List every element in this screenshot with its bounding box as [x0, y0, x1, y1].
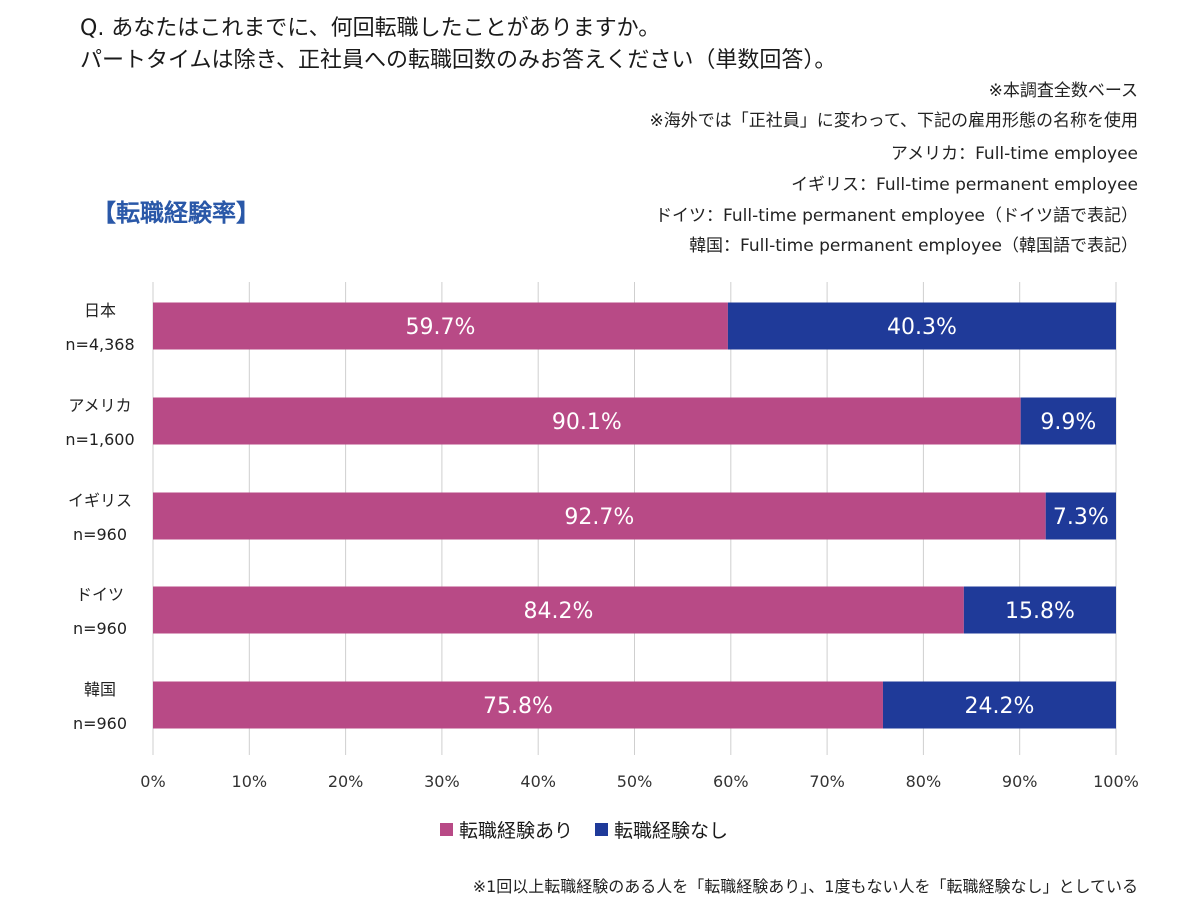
legend: 転職経験あり 転職経験なし — [440, 816, 728, 843]
x-tick-label: 10% — [232, 772, 268, 791]
category-n-label: n=960 — [73, 525, 127, 544]
x-tick-label: 90% — [1002, 772, 1038, 791]
category-n-label: n=960 — [73, 714, 127, 733]
question-line-1: Q. あなたはこれまでに、何回転職したことがありますか。 — [80, 16, 661, 41]
note-base: ※本調査全数ベース — [988, 81, 1138, 101]
note-korea: 韓国：Full-time permanent employee（韓国語で表記） — [689, 236, 1138, 256]
x-tick-label: 40% — [520, 772, 556, 791]
question-line-2: パートタイムは除き、正社員への転職回数のみお答えください（単数回答）。 — [80, 48, 837, 73]
legend-swatch-no — [595, 823, 609, 836]
note-uk: イギリス：Full-time permanent employee — [791, 175, 1138, 195]
category-label: 韓国 — [84, 680, 116, 699]
bar-data-label: 75.8% — [483, 694, 553, 719]
bar-data-label: 24.2% — [965, 694, 1035, 719]
bar-segment — [882, 681, 1116, 729]
x-tick-label: 0% — [140, 772, 165, 791]
category-label: イギリス — [68, 491, 132, 510]
bar-segment — [963, 586, 1116, 634]
bar-segment — [153, 492, 1046, 540]
bar-data-label: 84.2% — [523, 599, 593, 624]
bar-data-label: 90.1% — [552, 410, 622, 435]
x-tick-label: 20% — [328, 772, 364, 791]
label-layer: 0% 10% 20% 30% 40% 50% 60% 70% 80% 90% 100% 59.7% 40… — [65, 301, 1139, 791]
bar-segment — [1020, 397, 1116, 445]
category-label: アメリカ — [68, 396, 131, 415]
bar-segment — [153, 681, 883, 729]
note-germany: ドイツ：Full-time permanent employee（ドイツ語で表記… — [655, 206, 1138, 226]
bar-data-label: 7.3% — [1053, 505, 1109, 530]
bar-segment — [1045, 492, 1116, 540]
category-n-label: n=960 — [73, 619, 127, 638]
x-tick-label: 50% — [617, 772, 653, 791]
x-tick-label: 60% — [713, 772, 749, 791]
x-tick-label: 80% — [906, 772, 942, 791]
section-title: 【転職経験率】 — [92, 199, 260, 227]
category-n-label: n=1,600 — [65, 430, 134, 449]
x-tick-label: 100% — [1093, 772, 1139, 791]
bar-segment — [153, 397, 1021, 445]
x-tick-label: 30% — [424, 772, 460, 791]
bar-data-label: 92.7% — [564, 505, 634, 530]
footnote: ※1回以上転職経験のある人を「転職経験あり」、1度もない人を「転職経験なし」とし… — [472, 877, 1138, 896]
bar-segment — [727, 302, 1116, 350]
legend-label-yes: 転職経験あり — [459, 820, 574, 842]
legend-label-no: 転職経験なし — [614, 820, 729, 842]
x-tick-label: 70% — [809, 772, 845, 791]
bar-data-label: 40.3% — [887, 315, 957, 340]
legend-item-no: 転職経験なし — [595, 816, 728, 843]
note-overseas: ※海外では「正社員」に変わって、下記の雇用形態の名称を使用 — [649, 111, 1138, 131]
note-usa: アメリカ：Full-time employee — [890, 144, 1138, 164]
category-label: ドイツ — [76, 585, 124, 604]
category-label: 日本 — [84, 301, 116, 320]
bar-data-label: 15.8% — [1005, 599, 1075, 624]
legend-item-yes: 転職経験あり — [440, 816, 573, 843]
bar-layer — [153, 302, 1116, 729]
legend-swatch-yes — [440, 823, 453, 836]
bar-data-label: 59.7% — [406, 315, 476, 340]
bar-segment — [153, 586, 964, 634]
category-n-label: n=4,368 — [65, 335, 134, 354]
bar-segment — [153, 302, 728, 350]
bar-data-label: 9.9% — [1040, 410, 1096, 435]
